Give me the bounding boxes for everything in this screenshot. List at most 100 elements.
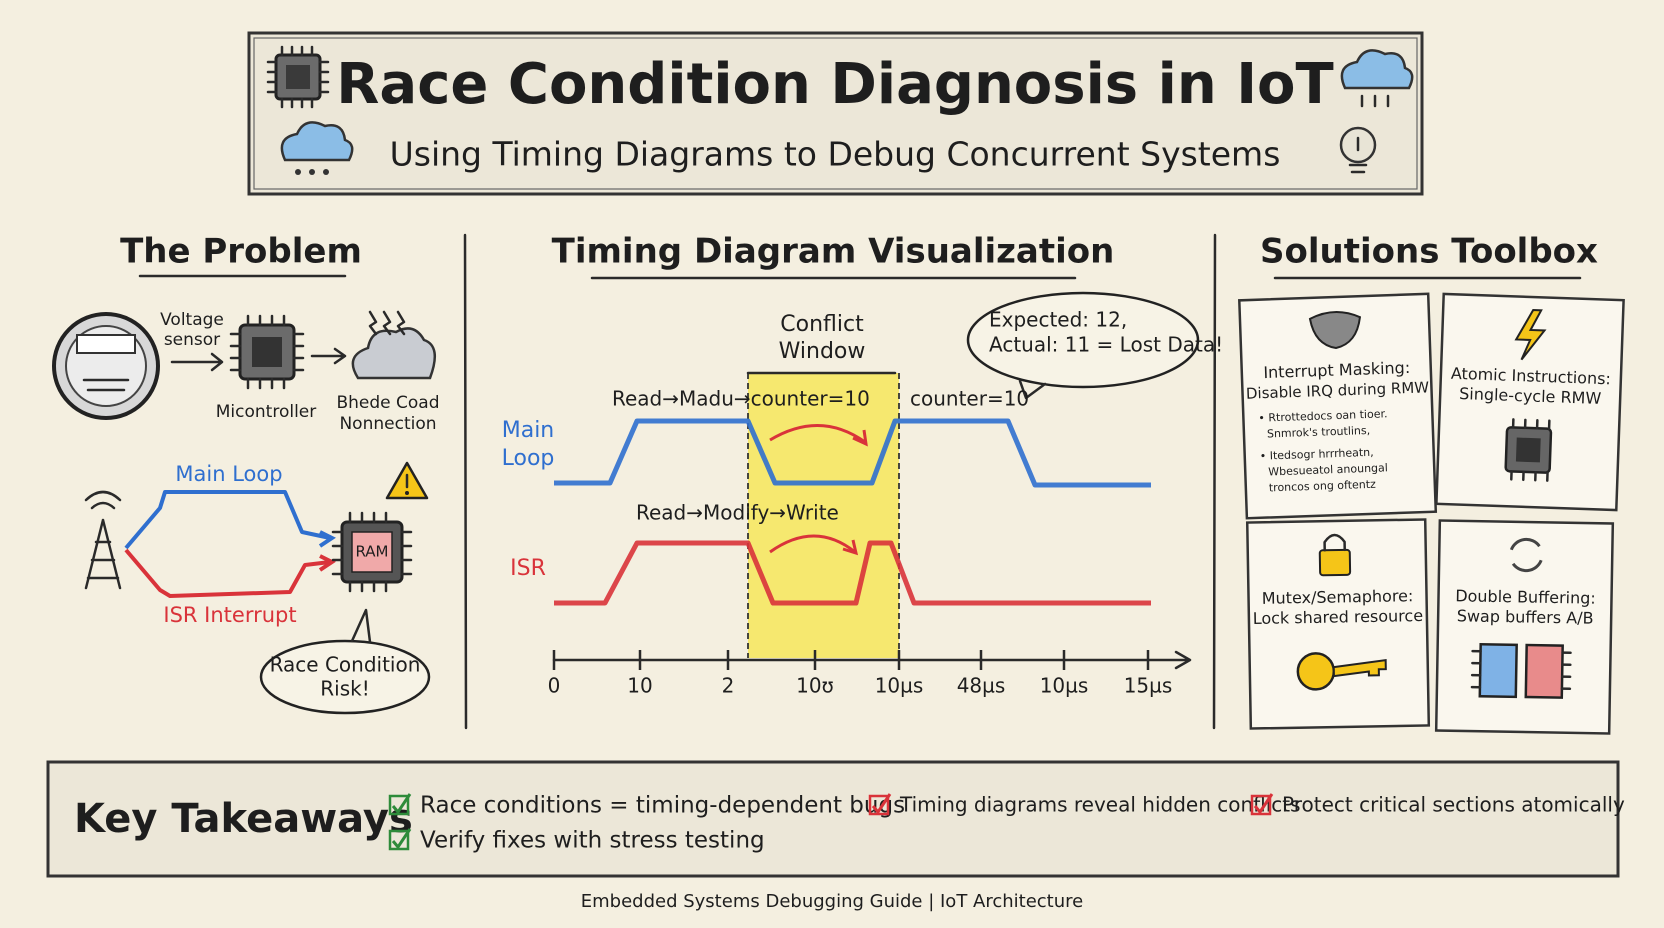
card: Mutex/Semaphore: Lock shared resource [1245,518,1431,730]
card-bullet: troncos ong oftentz [1269,478,1377,495]
risk-label: Race Condition [270,653,421,677]
checkmark [1253,793,1274,815]
checkbox [1250,794,1272,816]
isr-signal [554,540,1151,606]
axis-tick-label: 15µs [1124,674,1173,698]
bubble-tail [350,608,372,644]
ram-label: RAM [355,543,388,561]
card-bullet: • Itedsogr hrrrheatn, [1260,446,1374,463]
axis-tick-label: 10µs [1040,674,1089,698]
conflict-arrow [769,534,856,554]
conflict-edge [747,373,900,658]
axis-tick-label: 0 [548,674,561,698]
meter-icon [52,312,160,420]
subtitle: Using Timing Diagrams to Debug Concurren… [390,135,1281,174]
axis-ticks: 0 10 2 10ʊ 10µs 48µs 10µs 15µs [548,650,1173,698]
arrowhead [842,539,859,556]
checkmark [391,828,412,850]
card-title: Swap buffers A/B [1457,606,1594,627]
sensor-label: sensor [164,330,220,350]
axis-tick-label: 10ʊ [796,674,834,698]
divider [463,233,468,730]
ram-chip [331,511,413,593]
takeaways-heading: Key Takeaways [74,796,413,842]
takeaways-list: Race conditions = timing-dependent bugsT… [388,793,1625,854]
arrowhead [852,429,868,447]
section-heading: Timing Diagram Visualization [552,232,1115,272]
main-annotation: Read→Madu→counter=10 [612,387,870,411]
checkmark [391,793,412,815]
checkbox [868,794,890,816]
card: Interrupt Masking: Disable IRQ during RM… [1237,292,1438,520]
card-bullet: • Rtrottedocs oan tioer. [1258,407,1388,424]
checkbox [388,829,410,851]
section-heading: The Problem [120,232,362,272]
section-heading: Solutions Toolbox [1260,232,1598,272]
controller-label: Micontroller [216,402,317,422]
card-title: Lock shared resource [1253,606,1424,628]
main-loop-signal [554,418,1151,488]
takeaway-item: Race conditions = timing-dependent bugs [420,793,905,819]
footer: Embedded Systems Debugging Guide | IoT A… [581,891,1083,912]
arrowhead [318,554,336,572]
checkmark [871,793,892,815]
takeaways-box [46,760,1620,878]
divider [1212,233,1217,730]
card: Double Buffering: Swap buffers A/B [1434,519,1615,735]
cloud-label: Bhede Coad [336,393,439,413]
time-axis [552,650,1192,670]
header-box [247,31,1424,196]
checkbox [388,794,410,816]
conflict-window [748,373,899,658]
title: Race Condition Diagnosis in IoT [336,52,1333,117]
arrow [310,347,347,365]
main-loop-path [124,490,331,550]
risk-label: Risk! [320,677,369,701]
bulb-icon [1339,126,1377,174]
cloud-icon [280,121,354,175]
arrowhead [318,530,336,548]
conflict-label: Window [779,339,866,364]
arrow [170,352,224,372]
axis-tick-label: 2 [722,674,735,698]
takeaway-item: Protect critical sections atomically [1282,793,1625,817]
storm-cloud-icon [351,310,437,380]
takeaway-item: Timing diagrams reveal hidden conflicts [899,793,1301,817]
chip-icon [266,45,330,109]
isr-path [124,548,331,598]
axis-tick-label: 10µs [875,674,924,698]
speech-bubble [259,639,431,715]
cloud-label: Nonnection [339,414,436,434]
cloud-icon-right [1340,49,1414,108]
callout-bubble [966,291,1200,389]
chip-icon [229,314,305,390]
isr-annotation: Read→Modify→Write [636,501,839,525]
header-box-inner [253,37,1418,190]
card-title: Double Buffering: [1455,586,1596,607]
card-title: Mutex/Semaphore: [1262,586,1414,608]
card-bullet: Wbesueatol anoungal [1268,461,1388,478]
card-bullet: Snmrok's troutlins, [1267,424,1371,441]
callout-tail [1018,379,1047,400]
warning-icon [385,461,429,500]
callout-text: Actual: 11 = Lost Data! [989,333,1223,357]
main-annotation: counter=10 [910,387,1029,411]
card: Atomic Instructions: Single-cycle RMW [1435,292,1625,512]
conflict-arrow [769,424,866,444]
tower-icon [84,490,122,590]
card-title: Single-cycle RMW [1459,384,1602,408]
signal-label: ISR [510,556,546,581]
callout-text: Expected: 12, [989,308,1127,332]
main-loop-label: Main Loop [175,462,282,486]
isr-label: ISR Interrupt [163,603,296,627]
signal-label: Main [502,418,555,443]
sensor-label: Voltage [160,310,224,330]
signal-label: Loop [502,446,555,471]
axis-tick-label: 10 [627,674,652,698]
axis-tick-label: 48µs [957,674,1006,698]
takeaway-item: Verify fixes with stress testing [420,828,765,854]
conflict-label: Conflict [780,312,864,337]
